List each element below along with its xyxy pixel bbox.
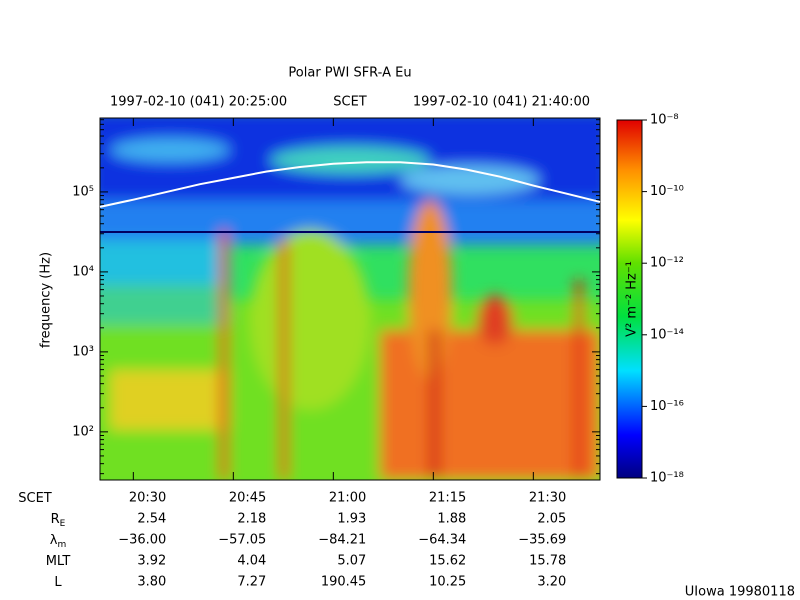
y-axis-label: frequency (Hz) (39, 252, 54, 348)
ephemeris-value: 4.04 (237, 554, 266, 569)
ephemeris-value: 3.92 (137, 554, 166, 569)
ephemeris-label-text: SCET (18, 491, 52, 506)
ephemeris-label-subscript: E (60, 519, 66, 529)
ephemeris-value: 3.20 (537, 575, 566, 590)
chart-title: Polar PWI SFR-A Eu (288, 66, 411, 81)
ephemeris-value: 2.18 (237, 512, 266, 527)
ephemeris-value: 15.78 (529, 554, 566, 569)
plot-frame (99, 117, 601, 481)
ephemeris-value: 7.27 (237, 575, 266, 590)
ephemeris-value: 5.07 (337, 554, 366, 569)
ephemeris-value: 1.88 (437, 512, 466, 527)
ephemeris-label: MLT (46, 554, 71, 569)
ephemeris-value: −36.00 (118, 533, 166, 548)
colorbar-label: V² m⁻² Hz⁻¹ (625, 261, 640, 337)
header-start: 1997-02-10 (041) 20:25:00 (110, 95, 287, 110)
ephemeris-value: −64.34 (418, 533, 466, 548)
colorbar-tick-label: 10⁻¹⁸ (650, 471, 684, 486)
header-end: 1997-02-10 (041) 21:40:00 (413, 95, 590, 110)
curve (99, 161, 601, 208)
ephemeris-value: 1.93 (337, 512, 366, 527)
ephemeris-value: 20:45 (229, 491, 266, 506)
ephemeris-label-text: MLT (46, 554, 71, 569)
colorbar-tick-label: 10⁻¹⁶ (650, 399, 684, 414)
ephemeris-value: 190.45 (321, 575, 367, 590)
ephemeris-value: −57.05 (218, 533, 266, 548)
y-tick-label: 10⁴ (72, 264, 94, 279)
ephemeris-value: 21:00 (329, 491, 366, 506)
colorbar-tick-label: 10⁻¹⁴ (650, 327, 684, 342)
y-tick-label: 10⁵ (72, 184, 94, 199)
footer: UIowa 19980118 (685, 585, 795, 600)
ephemeris-value: 20:30 (129, 491, 166, 506)
ephemeris-value: −84.21 (318, 533, 366, 548)
ephemeris-value: 21:30 (529, 491, 566, 506)
y-tick-label: 10² (72, 424, 94, 439)
colorbar-tick-label: 10⁻⁸ (650, 113, 679, 128)
header-scet: SCET (333, 95, 367, 110)
ephemeris-value: 3.80 (137, 575, 166, 590)
ephemeris-value: 10.25 (429, 575, 466, 590)
ephemeris-label-subscript: m (57, 540, 66, 550)
colorbar-tick-label: 10⁻¹² (650, 256, 684, 271)
ephemeris-label: RE (51, 512, 66, 529)
ephemeris-label: L (54, 575, 62, 590)
ephemeris-label-text: L (54, 575, 62, 590)
ephemeris-value: 15.62 (429, 554, 466, 569)
ephemeris-value: 21:15 (429, 491, 466, 506)
y-tick-label: 10³ (72, 344, 94, 359)
ephemeris-label: SCET (18, 491, 52, 506)
ephemeris-value: −35.69 (518, 533, 566, 548)
ephemeris-label: λm (50, 533, 66, 550)
ephemeris-value: 2.05 (537, 512, 566, 527)
colorbar-tick-label: 10⁻¹⁰ (650, 184, 684, 199)
ephemeris-label-text: λ (50, 533, 58, 548)
colorbar (616, 119, 643, 479)
ephemeris-value: 2.54 (137, 512, 166, 527)
spectrogram (100, 118, 600, 480)
ephemeris-label-text: R (51, 512, 60, 527)
